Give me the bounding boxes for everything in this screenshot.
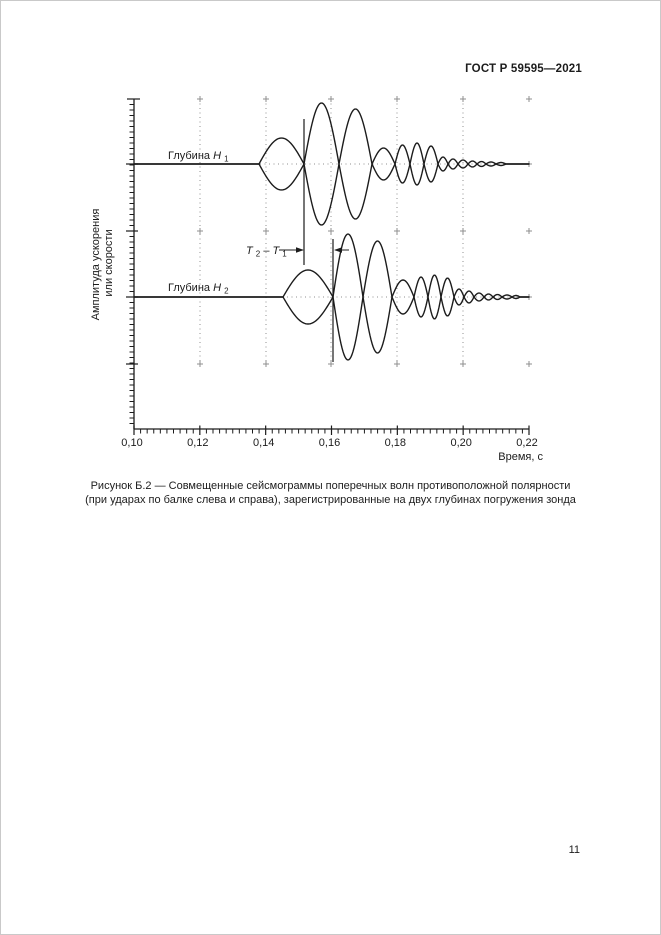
x-axis-label: Время, с — [498, 451, 543, 463]
trace-label-depth-h1: Глубина H 1 — [168, 150, 229, 164]
x-tick-label: 0,20 — [450, 437, 471, 449]
x-tick-label: 0,14 — [253, 437, 274, 449]
dimension-arrow-head-icon — [296, 247, 304, 253]
x-tick-label: 0,22 — [516, 437, 537, 449]
figure-caption-line1: Рисунок Б.2 — Совмещенные сейсмограммы п… — [90, 480, 571, 492]
x-tick-label: 0,16 — [319, 437, 340, 449]
seismogram-trace — [133, 108, 530, 226]
chart-generated-layer: 0,10 0,12 0,14 0,16 0,18 0,20 0,22 — [121, 96, 538, 449]
seismogram-trace — [133, 240, 530, 361]
figure-b2-seismogram-chart: 0,10 0,12 0,14 0,16 0,18 0,20 0,22 Амплитуда у… — [90, 96, 543, 463]
dimension-arrow-head-icon — [334, 247, 342, 253]
x-tick-label: 0,10 — [121, 437, 142, 449]
page-number: 11 — [568, 844, 580, 856]
time-difference-label: T 2 – T 1 — [246, 245, 287, 260]
y-axis-label: Амплитуда ускорения или скорости — [90, 206, 115, 321]
figure-caption-line2: (при ударах по балке слева и справа), за… — [85, 493, 576, 506]
x-tick-label: 0,18 — [385, 437, 406, 449]
seismogram-trace-mirrored — [133, 102, 530, 220]
figure-caption: Рисунок Б.2 — Совмещенные сейсмограммы п… — [31, 480, 630, 507]
trace-label-depth-h2: Глубина H 2 — [168, 282, 229, 296]
x-tick-label: 0,12 — [187, 437, 208, 449]
document-header-standard-number: ГОСТ Р 59595—2021 — [465, 63, 582, 75]
seismogram-trace-mirrored — [133, 233, 530, 354]
